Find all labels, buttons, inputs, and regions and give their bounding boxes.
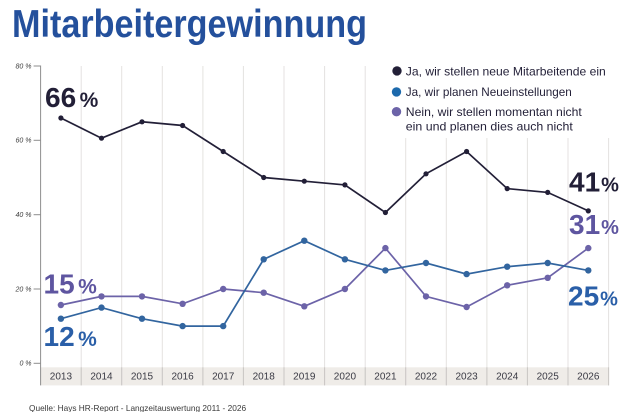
svg-text:80 %: 80 % bbox=[16, 63, 32, 70]
svg-text:2025: 2025 bbox=[537, 371, 560, 382]
svg-text:Ja, wir planen Neueinstellunge: Ja, wir planen Neueinstellungen bbox=[406, 85, 572, 99]
svg-text:31%: 31% bbox=[569, 209, 619, 240]
svg-text:40 %: 40 % bbox=[16, 212, 32, 219]
svg-text:15%: 15% bbox=[44, 269, 98, 300]
svg-text:Quelle: Hays HR-Report - Langz: Quelle: Hays HR-Report - Langzeitauswert… bbox=[29, 403, 246, 412]
svg-text:2015: 2015 bbox=[131, 371, 154, 382]
svg-text:ein und planen dies auch nicht: ein und planen dies auch nicht bbox=[406, 120, 574, 134]
svg-text:2018: 2018 bbox=[253, 371, 276, 382]
svg-text:2022: 2022 bbox=[415, 371, 438, 382]
svg-text:0 %: 0 % bbox=[19, 361, 31, 368]
svg-text:2024: 2024 bbox=[496, 371, 519, 382]
svg-text:2026: 2026 bbox=[577, 371, 600, 382]
svg-text:2020: 2020 bbox=[334, 371, 357, 382]
svg-text:20 %: 20 % bbox=[15, 286, 32, 293]
svg-text:41%: 41% bbox=[569, 167, 619, 198]
svg-text:2017: 2017 bbox=[212, 371, 235, 382]
svg-text:Nein, wir stellen momentan nic: Nein, wir stellen momentan nicht bbox=[406, 105, 583, 119]
svg-text:2013: 2013 bbox=[50, 371, 73, 382]
svg-text:Ja, wir stellen neue Mitarbeit: Ja, wir stellen neue Mitarbeitende ein bbox=[406, 64, 606, 78]
svg-text:60 %: 60 % bbox=[16, 138, 32, 145]
svg-text:2014: 2014 bbox=[90, 371, 113, 382]
svg-text:66%: 66% bbox=[45, 82, 99, 113]
svg-text:12%: 12% bbox=[44, 321, 98, 352]
svg-text:2016: 2016 bbox=[171, 371, 194, 382]
svg-text:2021: 2021 bbox=[374, 371, 397, 382]
svg-text:25%: 25% bbox=[568, 281, 618, 312]
svg-text:2019: 2019 bbox=[293, 371, 316, 382]
svg-text:2023: 2023 bbox=[455, 371, 478, 382]
svg-text:Mitarbeitergewinnung: Mitarbeitergewinnung bbox=[12, 3, 367, 46]
